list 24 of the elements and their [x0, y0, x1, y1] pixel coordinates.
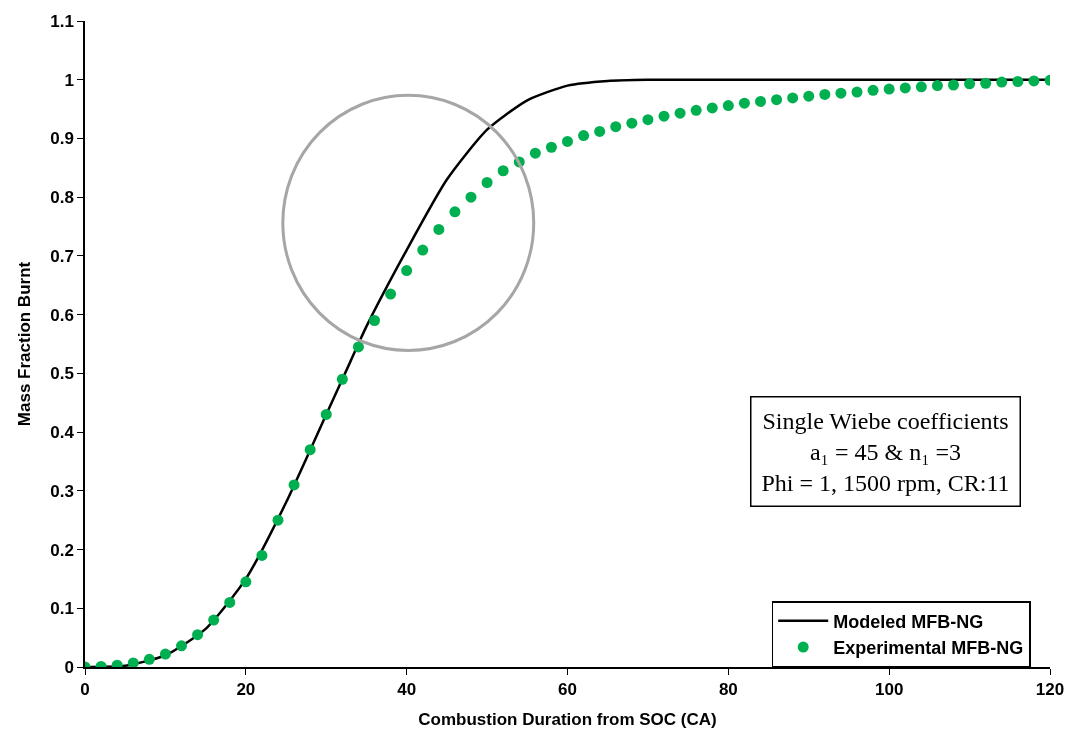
x-axis-title: Combustion Duration from SOC (CA): [418, 710, 717, 730]
y-tick-label: 0.8: [50, 188, 74, 208]
x-tick-label: 100: [874, 680, 904, 700]
annotation: Single Wiebe coefficients a₁ = 45 & n₁ =3 Phi = 1, 1500 rpm, CR:11: [761, 407, 1010, 496]
y-axis-title: Mass Fraction Burnt: [15, 261, 35, 427]
y-tick-label: 0.1: [50, 599, 74, 619]
x-tick-label: 120: [1035, 680, 1065, 700]
y-tick-label: 0.9: [50, 129, 74, 149]
x-tick-label: 40: [397, 680, 417, 700]
y-tick-label: 0.7: [50, 246, 74, 266]
y-tick-label: 0.5: [50, 364, 74, 384]
legend-label: Modeled MFB-NG: [833, 611, 984, 632]
legend-label: Experimental MFB-NG: [833, 638, 1024, 659]
y-tick-label: 0.4: [50, 423, 75, 443]
y-tick-label: 0.3: [50, 481, 74, 501]
y-tick-label: 1.1: [50, 11, 74, 31]
x-tick-label: 60: [558, 680, 577, 700]
y-tick-label: 0: [64, 657, 74, 677]
y-tick-label: 1: [64, 70, 74, 90]
x-tick-label: 0: [80, 680, 90, 700]
x-tick-label: 20: [236, 680, 256, 700]
y-tick-label: 0.2: [50, 540, 74, 560]
y-tick-label: 0.6: [50, 305, 74, 325]
x-tick-label: 80: [718, 680, 738, 700]
